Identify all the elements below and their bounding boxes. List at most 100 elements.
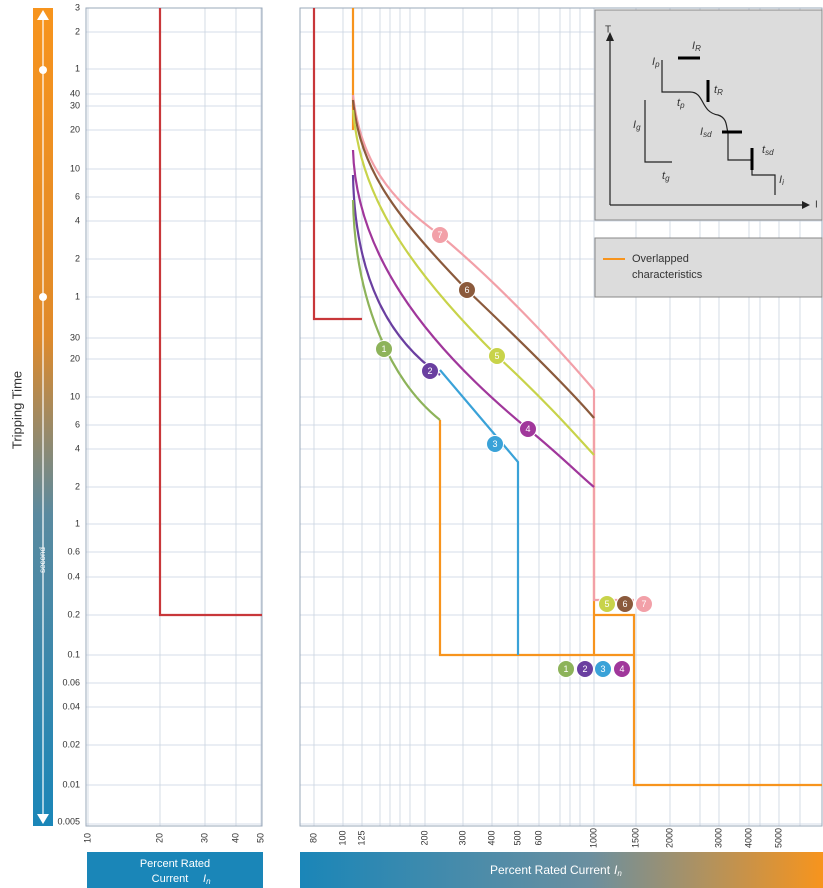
badge-label: 3 — [600, 664, 605, 674]
bar-dot — [39, 293, 47, 301]
badge-label: 1 — [563, 664, 568, 674]
y-title: Tripping Time — [9, 371, 24, 449]
y-tick-label: 30 — [70, 332, 80, 342]
inset-label-sub: sd — [703, 130, 712, 139]
right-caption-bar — [300, 852, 823, 888]
badge-circle — [616, 595, 634, 613]
curve-badge: 3 — [486, 435, 504, 453]
curve-1 — [351, 199, 441, 421]
y-tick-label: 20 — [70, 353, 80, 363]
inset-t: T — [605, 25, 611, 36]
y-tick-label: 0.01 — [62, 779, 80, 789]
y-tick-label: 0.6 — [67, 546, 80, 556]
y-tick-label: 0.005 — [57, 816, 80, 826]
inset-label-main: t — [762, 144, 766, 156]
inset-box — [594, 9, 823, 221]
inset-label-main: I — [692, 40, 695, 52]
curve-badge: 6 — [458, 281, 476, 299]
y-tick-label: 6 — [75, 419, 80, 429]
bar-dot — [39, 66, 47, 74]
badge-label: 2 — [427, 366, 432, 376]
y-tick-label: 40 — [70, 88, 80, 98]
badge-label: 4 — [525, 424, 530, 434]
y-tick-label: 30 — [70, 100, 80, 110]
x-tick-label: 400 — [486, 830, 496, 845]
badge-circle — [488, 347, 506, 365]
badge-circle — [421, 362, 439, 380]
inset-label: Ip — [652, 56, 660, 69]
x-tick-label: 125 — [356, 830, 366, 845]
badge-label: 4 — [619, 664, 624, 674]
left-caption-bar — [87, 852, 263, 888]
curve-badge: 2 — [421, 362, 439, 380]
badge-circle — [613, 660, 631, 678]
y-tick-label: 0.06 — [62, 677, 80, 687]
legend-text: Overlapped — [632, 253, 689, 265]
curve-5 — [351, 109, 595, 456]
curve-badge: 6 — [616, 595, 634, 613]
curve-4 — [351, 149, 595, 488]
y-tick-label: 0.1 — [67, 649, 80, 659]
y-tick-label: 0.02 — [62, 739, 80, 749]
y-tick-label: 0.2 — [67, 609, 80, 619]
x-tick-label: 1000 — [588, 828, 598, 848]
curve-badge: 5 — [488, 347, 506, 365]
x-tick-label: 1500 — [630, 828, 640, 848]
x-tick-label: 80 — [308, 833, 318, 843]
right-caption-sym: In — [614, 863, 622, 878]
inset-label-main: I — [700, 126, 703, 138]
inset-label-main: t — [677, 97, 681, 109]
y-tick-label: 2 — [75, 481, 80, 491]
inset-label: Ig — [633, 119, 641, 132]
inset-label-main: I — [633, 119, 636, 131]
curve-badge: 4 — [519, 420, 537, 438]
inset-label-sub: sd — [765, 148, 774, 157]
inset-label-sub: R — [695, 44, 701, 53]
inset-label-main: t — [714, 84, 718, 96]
badge-label: 5 — [494, 351, 499, 361]
y-tick-label: 20 — [70, 124, 80, 134]
curve-badge: 4 — [613, 660, 631, 678]
inset-label-sub: i — [782, 178, 784, 187]
x-tick-label: 200 — [419, 830, 429, 845]
left-frame — [85, 7, 263, 827]
inset-label-sub: g — [636, 123, 641, 132]
curve-badge: 1 — [557, 660, 575, 678]
y-tick-label: 10 — [70, 391, 80, 401]
left-caption-sym: In — [203, 873, 211, 886]
x-tick-label: 4000 — [743, 828, 753, 848]
x-tick-label: 300 — [457, 830, 467, 845]
inset-adjusters — [678, 56, 754, 170]
y-tick-label: 10 — [70, 163, 80, 173]
badge-label: 7 — [641, 599, 646, 609]
inset-label: Isd — [700, 126, 712, 139]
x-tick-label: 30 — [199, 833, 209, 843]
y-tick-label: 1 — [75, 63, 80, 73]
curve-badge: 5 — [598, 595, 616, 613]
curve-3 — [439, 369, 520, 655]
inset-curve — [644, 60, 776, 195]
badge-label: 5 — [604, 599, 609, 609]
inset-label: IR — [692, 40, 701, 53]
y-tick-label: 4 — [75, 443, 80, 453]
badge-label: 6 — [464, 285, 469, 295]
y-tick-label: 1 — [75, 291, 80, 301]
x-tick-label: 3000 — [713, 828, 723, 848]
inset-i: I — [815, 200, 818, 211]
x-tick-label: 100 — [337, 830, 347, 845]
badge-circle — [486, 435, 504, 453]
inset-label-main: t — [662, 170, 666, 182]
badge-circle — [458, 281, 476, 299]
inset-label: tsd — [762, 144, 774, 157]
inset-label: Ii — [779, 174, 784, 187]
y-tick-label: 2 — [75, 26, 80, 36]
x-tick-label: 5000 — [773, 828, 783, 848]
inset-label-sub: R — [717, 88, 723, 97]
x-tick-label: 40 — [230, 833, 240, 843]
right-frame — [299, 7, 823, 827]
curve-red — [312, 8, 362, 321]
inset-label: tR — [714, 84, 723, 97]
badge-label: 1 — [381, 344, 386, 354]
badge-circle — [576, 660, 594, 678]
